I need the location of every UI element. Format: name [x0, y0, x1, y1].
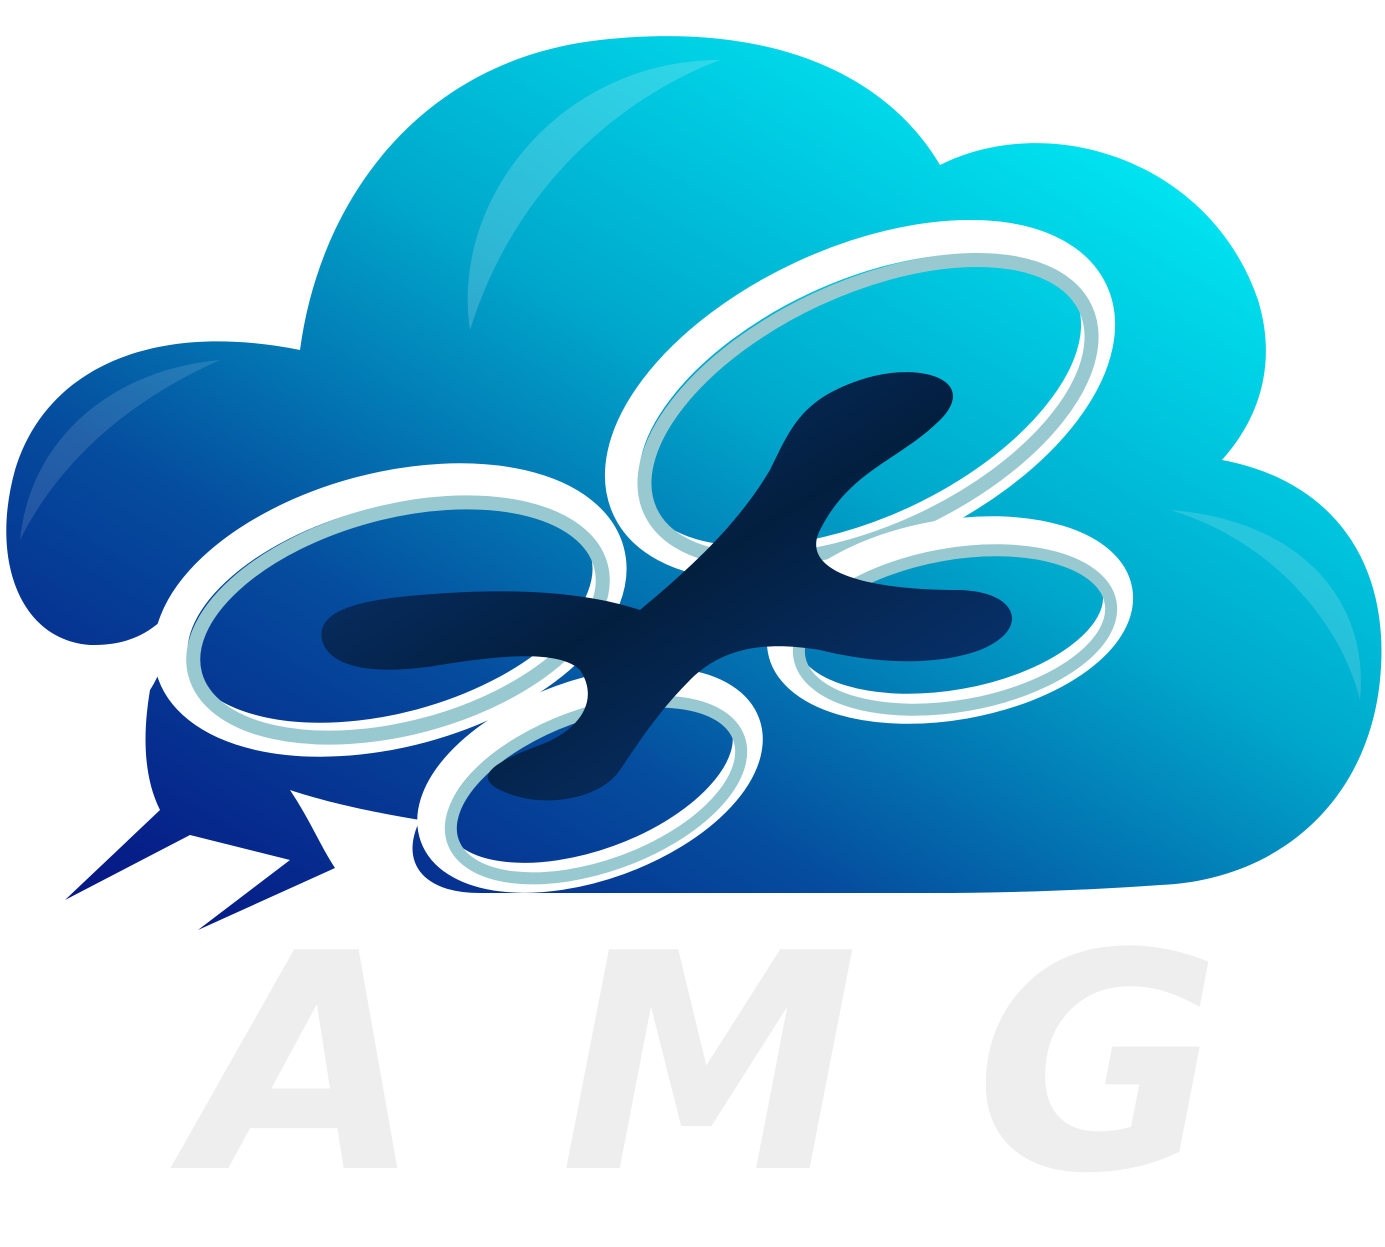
drone-body — [321, 372, 1013, 801]
wordmark-letter-m: M — [560, 890, 859, 1239]
wordmark-letter-g: G — [975, 890, 1221, 1239]
cloud-icon — [6, 36, 1382, 930]
rotor-right — [766, 516, 1134, 724]
drone-icon — [153, 219, 1134, 893]
wordmark: A M G — [167, 890, 1222, 1239]
rotor-bottom — [417, 667, 763, 893]
rotor-left — [153, 463, 627, 757]
wordmark-letter-a: A — [167, 890, 423, 1239]
rotor-top-right — [604, 219, 1116, 581]
